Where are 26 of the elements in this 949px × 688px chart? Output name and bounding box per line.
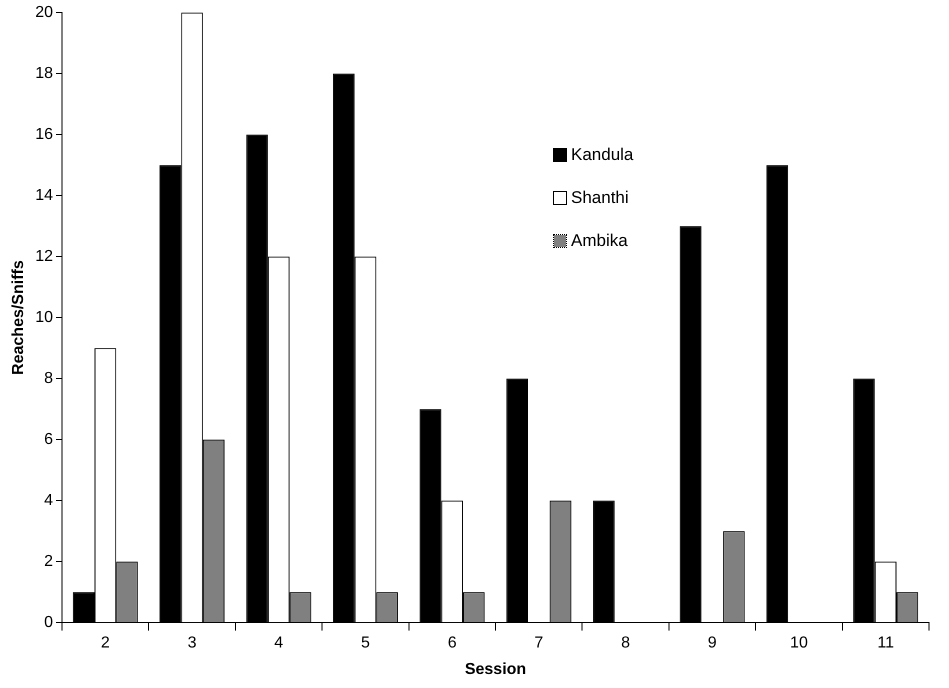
x-tick-label: 3 (188, 634, 197, 652)
y-tick-label: 6 (44, 431, 54, 448)
y-axis-title: Reaches/Sniffs (10, 260, 28, 375)
x-axis-title: Session (464, 660, 526, 678)
x-tick-label: 9 (708, 634, 717, 652)
y-tick-label: 2 (44, 553, 54, 570)
x-tick-label: 8 (621, 634, 630, 652)
legend-label: Kandula (571, 145, 634, 164)
x-tick-label: 10 (790, 634, 808, 652)
legend-label: Ambika (571, 231, 628, 250)
y-tick-label: 4 (44, 492, 54, 510)
x-tick-label: 5 (360, 634, 370, 652)
y-tick-label: 20 (35, 4, 54, 22)
x-tick-label: 11 (877, 634, 894, 652)
y-tick-label: 12 (35, 248, 54, 266)
y-tick-label: 14 (35, 187, 54, 204)
y-tick-label: 18 (35, 65, 54, 82)
x-tick-label: 7 (534, 634, 544, 652)
y-tick-label: 8 (44, 370, 54, 388)
y-tick-label: 16 (35, 126, 54, 144)
x-tick-label: 2 (100, 634, 110, 652)
x-tick-label: 4 (274, 634, 284, 652)
x-tick-label: 6 (448, 634, 457, 652)
legend-label: Shanthi (571, 188, 629, 207)
y-tick-label: 0 (44, 614, 54, 632)
y-tick-label: 10 (35, 309, 54, 326)
